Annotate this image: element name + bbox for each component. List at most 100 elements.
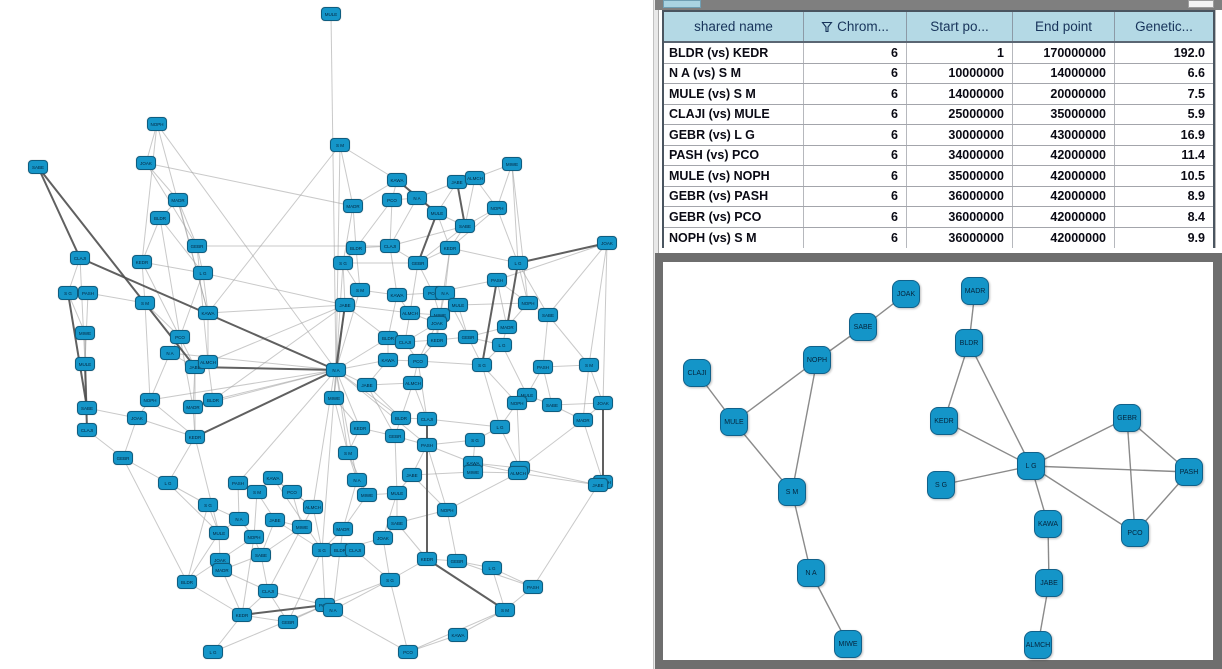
network-node[interactable]: PCO [382, 193, 402, 207]
cell-value[interactable]: 6 [804, 145, 907, 165]
subnetwork-node-mule[interactable]: MULE [720, 408, 748, 436]
table-row[interactable]: NOPH (vs) S M 6 36000000 42000000 9.9 [664, 227, 1213, 248]
network-node[interactable]: BLDR [177, 575, 197, 589]
network-node[interactable]: PASH [487, 273, 507, 287]
cell-value[interactable]: 42000000 [1013, 166, 1115, 186]
network-node[interactable]: S G [380, 573, 400, 587]
network-node[interactable]: N A [347, 473, 367, 487]
cell-value[interactable]: 20000000 [1013, 84, 1115, 104]
network-node[interactable]: MULE [387, 486, 407, 500]
cell-value[interactable]: 43000000 [1013, 125, 1115, 145]
network-node[interactable]: SABE [251, 548, 271, 562]
network-node[interactable]: SABE [455, 219, 475, 233]
column-header-endpoint[interactable]: End point [1013, 12, 1115, 41]
cell-value[interactable]: 192.0 [1173, 45, 1205, 60]
network-node[interactable]: ALMCH [465, 171, 485, 185]
network-node[interactable]: PCO [398, 645, 418, 659]
network-node[interactable]: GEBR [458, 330, 478, 344]
network-node[interactable]: CLAJI [417, 412, 437, 426]
network-node[interactable]: PASH [523, 580, 543, 594]
network-node[interactable]: PCO [170, 330, 190, 344]
network-node[interactable]: NOPH [487, 201, 507, 215]
subnetwork-node-gebr[interactable]: GEBR [1113, 404, 1141, 432]
network-node[interactable]: JOAK [136, 156, 156, 170]
network-node[interactable]: N A [407, 191, 427, 205]
network-node[interactable]: ALMCH [303, 500, 323, 514]
network-node[interactable]: NOPH [147, 117, 167, 131]
network-node[interactable]: KAWA [387, 173, 407, 187]
cell-value[interactable]: 11.4 [1181, 148, 1205, 163]
subnetwork-node-sg[interactable]: S G [927, 471, 955, 499]
cell-value[interactable]: 25000000 [907, 104, 1013, 124]
network-node[interactable]: MADR [573, 413, 593, 427]
cell-shared-name[interactable]: GEBR (vs) PCO [664, 207, 804, 227]
network-node[interactable]: NOPH [437, 503, 457, 517]
subnetwork-node-miwe[interactable]: MIWE [834, 630, 862, 658]
cell-value[interactable]: 42000000 [1013, 227, 1115, 248]
network-node[interactable]: JOAK [127, 411, 147, 425]
table-row[interactable]: N A (vs) S M 6 10000000 14000000 6.6 [664, 63, 1213, 84]
subnetwork-node-madr[interactable]: MADR [961, 277, 989, 305]
network-node[interactable]: ALMCH [198, 355, 218, 369]
network-node[interactable]: BLDR [378, 331, 398, 345]
network-node[interactable]: S M [247, 485, 267, 499]
cell-value[interactable]: 34000000 [907, 145, 1013, 165]
network-node[interactable]: S M [338, 446, 358, 460]
cell-value[interactable]: 30000000 [907, 125, 1013, 145]
network-node[interactable]: KEDR [185, 430, 205, 444]
network-node[interactable]: MULE [75, 357, 95, 371]
network-node[interactable]: CLAJI [345, 543, 365, 557]
network-node[interactable]: GEBR [447, 554, 467, 568]
subnetwork-node-lg[interactable]: L G [1017, 452, 1045, 480]
network-node[interactable]: S M [350, 283, 370, 297]
network-node[interactable]: MULE [321, 7, 341, 21]
cell-value[interactable]: 42000000 [1013, 207, 1115, 227]
network-node[interactable]: PASH [78, 286, 98, 300]
table-row[interactable]: GEBR (vs) PCO 6 36000000 42000000 8.4 [664, 207, 1213, 228]
network-node[interactable]: NOPH [518, 296, 538, 310]
cell-value[interactable]: 10000000 [907, 63, 1013, 83]
table-row[interactable]: GEBR (vs) L G 6 30000000 43000000 16.9 [664, 125, 1213, 146]
network-node[interactable]: CLAJI [395, 335, 415, 349]
network-node[interactable]: SABE [542, 398, 562, 412]
network-node[interactable]: KEDR [132, 255, 152, 269]
cell-value[interactable]: 16.9 [1180, 127, 1205, 142]
cell-value[interactable]: 7.5 [1187, 86, 1205, 101]
subnetwork-node-pash[interactable]: PASH [1175, 458, 1203, 486]
table-row[interactable]: PASH (vs) PCO 6 34000000 42000000 11.4 [664, 145, 1213, 166]
network-node[interactable]: SABE [77, 401, 97, 415]
network-node[interactable]: MULE [209, 526, 229, 540]
network-node[interactable]: KEDR [417, 552, 437, 566]
cell-value[interactable]: 6 [804, 63, 907, 83]
network-node[interactable]: JOAK [597, 236, 617, 250]
network-node[interactable]: MIWE [75, 326, 95, 340]
network-node[interactable]: JOAK [373, 531, 393, 545]
subnetwork-node-kedr[interactable]: KEDR [930, 407, 958, 435]
cell-shared-name[interactable]: GEBR (vs) L G [664, 125, 804, 145]
subnetwork-node-claji[interactable]: CLAJI [683, 359, 711, 387]
network-node[interactable]: KEDR [350, 421, 370, 435]
network-node[interactable]: JABE [335, 298, 355, 312]
network-node[interactable]: JOAK [427, 316, 447, 330]
subnetwork-node-almch[interactable]: ALMCH [1024, 631, 1052, 659]
cell-value[interactable]: 6.6 [1187, 66, 1205, 81]
cell-value[interactable]: 36000000 [907, 186, 1013, 206]
network-node[interactable]: KAWA [387, 288, 407, 302]
subnetwork-node-sabe[interactable]: SABE [849, 313, 877, 341]
network-node[interactable]: L G [193, 266, 213, 280]
filter-funnel-icon[interactable] [821, 21, 833, 33]
network-node[interactable]: NOPH [140, 393, 160, 407]
network-node[interactable]: SABE [538, 308, 558, 322]
cell-value[interactable]: 35000000 [907, 166, 1013, 186]
cell-value[interactable]: 42000000 [1013, 186, 1115, 206]
network-node[interactable]: JABE [447, 175, 467, 189]
cell-shared-name[interactable]: NOPH (vs) S M [664, 227, 804, 248]
network-node[interactable]: JABE [357, 378, 377, 392]
network-node[interactable]: MIWE [357, 488, 377, 502]
cell-shared-name[interactable]: BLDR (vs) KEDR [664, 43, 804, 63]
network-node[interactable]: MIWE [463, 465, 483, 479]
network-node[interactable]: MADR [497, 320, 517, 334]
network-node[interactable]: PASH [533, 360, 553, 374]
network-node[interactable]: S G [472, 358, 492, 372]
network-node[interactable]: ALMCH [508, 466, 528, 480]
